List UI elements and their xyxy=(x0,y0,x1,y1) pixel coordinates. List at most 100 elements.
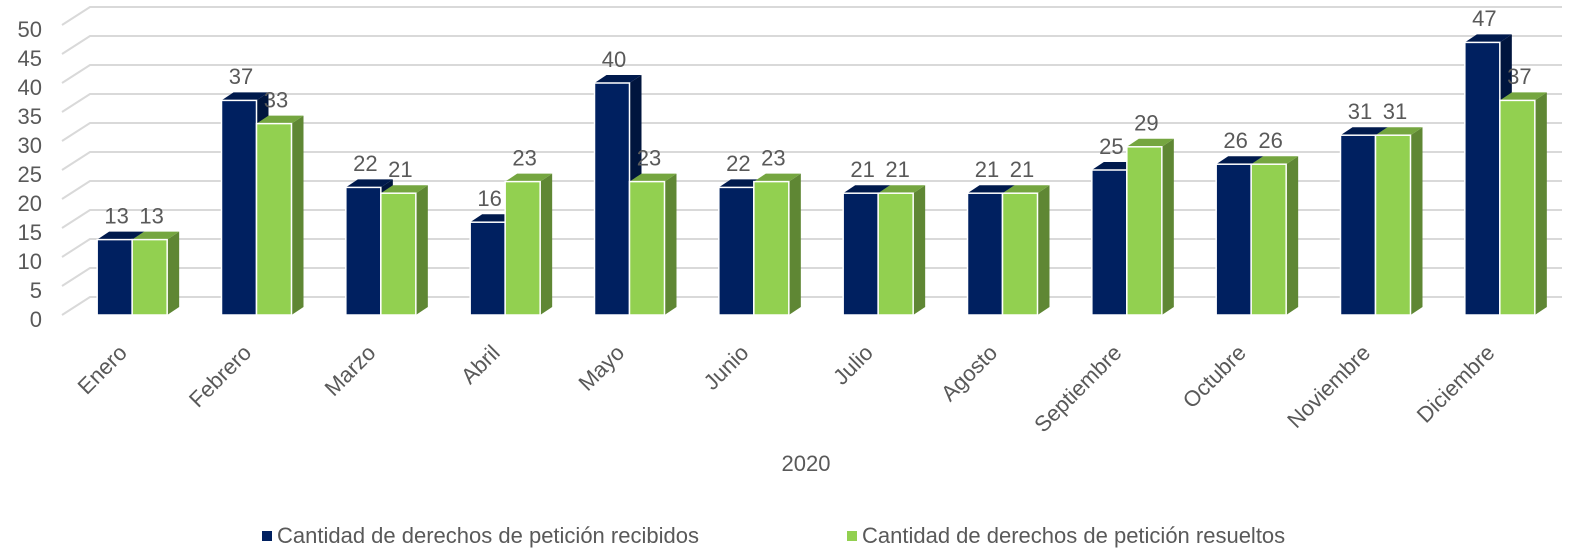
bar xyxy=(220,99,258,316)
bar xyxy=(966,192,1004,316)
data-label: 23 xyxy=(761,145,785,170)
y-tick-label: 45 xyxy=(18,46,42,71)
bar xyxy=(1250,163,1287,316)
data-label: 25 xyxy=(1099,134,1123,159)
bar-side xyxy=(788,173,801,315)
data-label: 21 xyxy=(885,157,909,182)
bar-side xyxy=(1534,92,1547,316)
x-tick-label: Marzo xyxy=(320,340,381,401)
data-label: 23 xyxy=(512,145,536,170)
grid-line xyxy=(61,180,1562,200)
bar-top xyxy=(843,185,891,194)
bar xyxy=(628,180,666,316)
y-tick-label: 50 xyxy=(18,17,42,42)
bar-top xyxy=(753,173,801,182)
legend-swatch xyxy=(847,531,857,541)
bar xyxy=(753,180,790,316)
y-tick-label: 40 xyxy=(18,75,42,100)
x-tick-label: Julio xyxy=(828,340,878,390)
data-label: 37 xyxy=(1507,64,1531,89)
bar xyxy=(877,192,914,316)
bar xyxy=(96,238,133,316)
y-tick-label: 35 xyxy=(18,104,42,129)
bar xyxy=(255,122,293,316)
bar xyxy=(380,192,417,316)
bar-top xyxy=(878,185,926,194)
data-label: 31 xyxy=(1348,99,1372,124)
bar-side xyxy=(540,173,553,315)
x-tick-label: Octubre xyxy=(1178,340,1251,413)
bar xyxy=(1374,134,1412,316)
x-tick-label: Diciembre xyxy=(1412,340,1500,428)
bar-side xyxy=(913,185,926,315)
bar-top xyxy=(1216,156,1264,165)
bar-side xyxy=(1410,127,1423,315)
x-tick-label: Noviembre xyxy=(1282,340,1375,433)
grid-line xyxy=(61,267,1562,287)
grid-line xyxy=(61,209,1562,229)
grid-line xyxy=(61,122,1562,142)
grid-line xyxy=(61,93,1562,113)
bar-top xyxy=(505,173,553,182)
bar-side xyxy=(1037,185,1050,315)
bar xyxy=(1126,146,1163,316)
bar-top xyxy=(132,231,180,240)
x-tick-label: Junio xyxy=(699,340,754,395)
x-axis-title: 2020 xyxy=(782,451,831,476)
bar xyxy=(593,82,631,316)
bar-top xyxy=(345,179,393,188)
bar-side xyxy=(1161,138,1174,315)
bar-top xyxy=(967,185,1015,194)
bar xyxy=(345,186,382,316)
y-tick-label: 10 xyxy=(18,249,42,274)
grid-line xyxy=(61,6,1562,26)
legend-swatch xyxy=(262,531,272,541)
grid-line xyxy=(61,296,1562,316)
grid-line xyxy=(61,151,1562,171)
data-label: 47 xyxy=(1472,6,1496,31)
data-label: 23 xyxy=(637,145,661,170)
y-tick-label: 5 xyxy=(30,278,42,303)
bar-top xyxy=(1375,127,1423,136)
data-label: 16 xyxy=(477,186,501,211)
y-tick-label: 30 xyxy=(18,133,42,158)
bar xyxy=(718,186,755,316)
bar-side xyxy=(415,185,428,315)
bar-side xyxy=(1286,156,1299,315)
x-tick-label: Febrero xyxy=(184,340,256,412)
bar-side xyxy=(291,115,304,315)
bar xyxy=(1499,99,1536,316)
bar-side xyxy=(167,231,180,315)
bar xyxy=(1215,163,1252,316)
legend-label: Cantidad de derechos de petición resuelt… xyxy=(862,523,1285,548)
bar-top xyxy=(221,92,269,101)
bar xyxy=(1091,169,1128,316)
bar xyxy=(131,238,168,316)
x-tick-label: Mayo xyxy=(573,340,629,396)
bar-top xyxy=(256,115,304,124)
bar-top xyxy=(594,75,642,83)
bar xyxy=(504,180,541,316)
x-tick-label: Enero xyxy=(73,340,132,399)
data-label: 13 xyxy=(104,203,128,228)
data-label: 31 xyxy=(1383,99,1407,124)
x-tick-label: Abril xyxy=(456,340,505,389)
data-label: 22 xyxy=(726,151,750,176)
data-label: 29 xyxy=(1134,111,1158,136)
bar-top xyxy=(1499,92,1547,101)
bar xyxy=(1001,192,1039,316)
data-label: 26 xyxy=(1223,128,1247,153)
grid-line xyxy=(61,238,1562,258)
x-tick-label: Agosto xyxy=(936,340,1002,406)
y-tick-label: 25 xyxy=(18,162,42,187)
bar-top xyxy=(1464,34,1512,43)
data-label: 22 xyxy=(353,151,377,176)
y-tick-label: 20 xyxy=(18,191,42,216)
bar xyxy=(469,221,506,316)
bar-side xyxy=(664,173,677,315)
grid-line xyxy=(61,35,1562,55)
data-label: 21 xyxy=(1010,157,1034,182)
y-tick-label: 15 xyxy=(18,220,42,245)
bar-top xyxy=(629,173,677,182)
